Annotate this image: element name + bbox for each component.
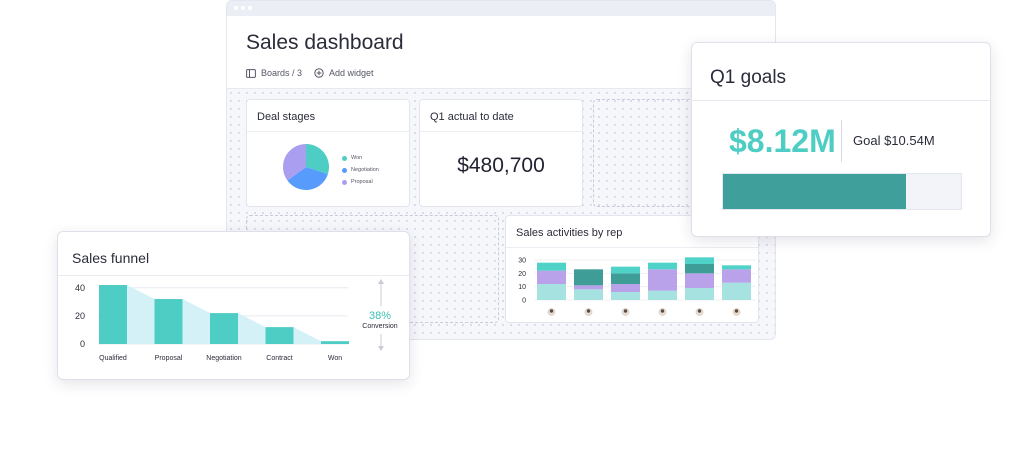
- y-tick-label: 0: [80, 339, 85, 349]
- stacked-bar-segment: [537, 262, 566, 271]
- conversion-label: Conversion: [362, 323, 398, 330]
- y-tick-label: 30: [518, 258, 526, 265]
- stacked-bar-segment: [537, 270, 566, 284]
- dashboard-window: Sales dashboard Boards / 3 Add widget De…: [226, 0, 776, 340]
- plus-circle-icon: [314, 68, 324, 78]
- rep-avatar-face: [660, 309, 665, 313]
- q1-goals-card[interactable]: Q1 goals $8.12M Goal $10.54M: [691, 42, 991, 237]
- stacked-bar-segment: [611, 273, 640, 284]
- pie-slice: [283, 144, 306, 181]
- sales-funnel-title: Sales funnel: [72, 250, 150, 266]
- x-tick-label: Contract: [266, 355, 293, 362]
- stacked-bar-segment: [611, 292, 640, 300]
- empty-widget-slot[interactable]: [593, 99, 703, 207]
- pie-slice: [287, 167, 328, 190]
- conversion-value: 38%: [368, 310, 392, 322]
- legend-item: Proposal: [342, 176, 379, 188]
- legend-label: Won: [351, 155, 363, 161]
- breadcrumb-text: Boards / 3: [261, 68, 303, 78]
- stacked-bar-segment: [648, 290, 677, 300]
- conversion-arrow-head: [378, 346, 384, 351]
- board-icon: [246, 68, 256, 78]
- stacked-bar-segment: [574, 285, 603, 290]
- stacked-bar-segment: [685, 288, 714, 300]
- stacked-bar-segment: [537, 284, 566, 300]
- rep-avatar-face: [697, 309, 702, 313]
- divider: [58, 275, 409, 276]
- deal-stages-widget[interactable]: Deal stages Won Negotiation Proposal: [246, 99, 410, 207]
- legend-swatch: [342, 179, 347, 185]
- stacked-bar-segment: [722, 265, 751, 270]
- x-tick-label: Won: [328, 355, 342, 362]
- legend-label: Negotiation: [351, 167, 379, 173]
- divider: [841, 120, 842, 162]
- x-tick-label: Proposal: [155, 355, 183, 362]
- y-tick-label: 0: [522, 298, 526, 305]
- rep-avatar-face: [549, 309, 554, 313]
- legend-swatch: [342, 155, 347, 161]
- add-widget-button[interactable]: Add widget: [314, 68, 374, 78]
- y-tick-label: 20: [518, 271, 526, 278]
- stacked-bar-segment: [685, 273, 714, 288]
- page-title: Sales dashboard: [246, 31, 404, 54]
- pie-slice: [306, 144, 329, 175]
- q1-goals-amount: $8.12M: [729, 123, 836, 159]
- pie-legend: Won Negotiation Proposal: [342, 152, 379, 188]
- window-dot: [241, 6, 245, 10]
- stacked-bar-segment: [685, 264, 714, 274]
- q1-goals-progress-track: [722, 173, 962, 210]
- window-dot: [248, 6, 252, 10]
- stacked-bar-segment: [685, 257, 714, 264]
- divider: [692, 100, 990, 101]
- stacked-bar-segment: [722, 269, 751, 283]
- legend-item: Won: [342, 152, 379, 164]
- widget-title: Q1 actual to date: [420, 100, 582, 132]
- rep-avatar-face: [734, 309, 739, 313]
- y-tick-label: 40: [75, 283, 85, 293]
- legend-label: Proposal: [351, 179, 373, 185]
- q1-goals-progress-fill: [723, 174, 907, 209]
- sales-funnel-card[interactable]: Sales funnel 40 20 0 Qualified Proposal Negot…: [57, 231, 410, 380]
- legend-item: Negotiation: [342, 164, 379, 176]
- q1-actual-value: $480,700: [457, 154, 545, 177]
- funnel-bar: [99, 285, 127, 344]
- rep-avatar-face: [623, 309, 628, 313]
- funnel-bar: [265, 327, 294, 344]
- funnel-bar: [210, 313, 238, 344]
- sales-funnel-chart: 40 20 0 Qualified Proposal Negotiation Contrac…: [75, 279, 384, 362]
- stacked-bar-segment: [574, 269, 603, 286]
- sales-activities-chart: 30 20 10 0: [518, 257, 756, 316]
- window-dot: [234, 6, 238, 10]
- conversion-arrow-head: [378, 279, 384, 284]
- stacked-bar-segment: [648, 262, 677, 270]
- widget-title: Deal stages: [247, 100, 409, 132]
- funnel-bar: [154, 299, 183, 344]
- breadcrumb[interactable]: Boards / 3: [246, 68, 302, 78]
- stacked-bar-segment: [574, 289, 603, 300]
- q1-actual-widget[interactable]: Q1 actual to date $480,700: [419, 99, 583, 207]
- x-tick-label: Qualified: [99, 355, 127, 362]
- q1-goals-title: Q1 goals: [710, 67, 787, 88]
- stacked-bar-segment: [722, 282, 751, 300]
- stacked-bar-segment: [648, 269, 677, 291]
- deal-stages-pie: [283, 144, 329, 190]
- funnel-bar: [321, 341, 349, 344]
- q1-goals-goal: Goal $10.54M: [853, 133, 935, 148]
- x-tick-label: Negotiation: [206, 355, 242, 362]
- conversion-block: 38% Conversion: [354, 310, 406, 330]
- window-titlebar: [227, 1, 775, 16]
- y-tick-label: 10: [518, 284, 526, 291]
- add-widget-label: Add widget: [329, 68, 374, 78]
- stacked-bar-segment: [611, 266, 640, 274]
- widget-title: Sales activities by rep: [506, 216, 758, 248]
- y-tick-label: 20: [75, 311, 85, 321]
- stacked-bar-segment: [611, 284, 640, 292]
- rep-avatar-face: [586, 309, 591, 313]
- legend-swatch: [342, 167, 347, 173]
